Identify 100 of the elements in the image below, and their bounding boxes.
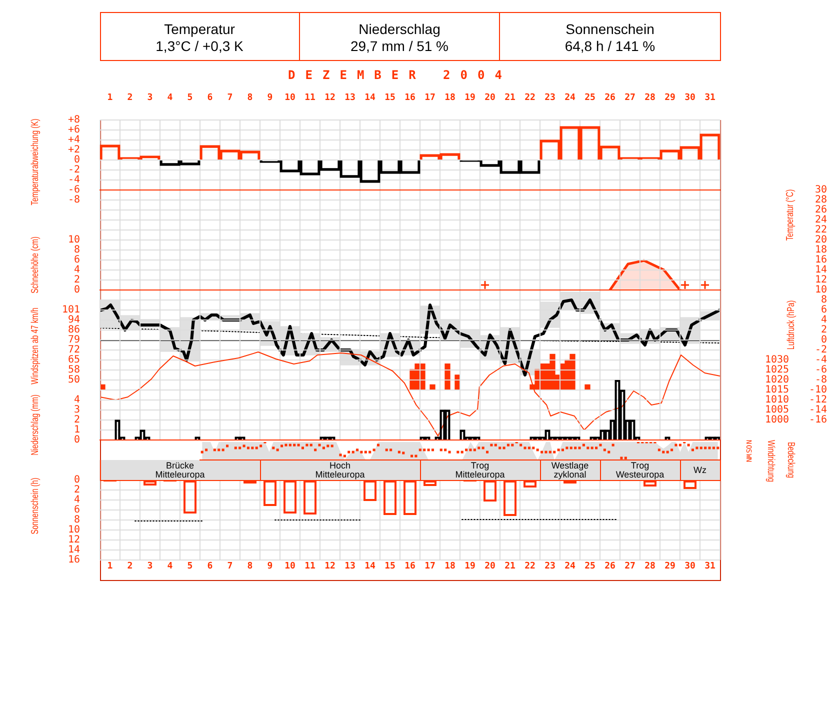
x-tick-label: 7 [227, 92, 233, 103]
band-label: Trog Mitteleuropa [455, 460, 505, 479]
x-tick-label: 31 [704, 562, 716, 572]
y-tick-label: 94 [68, 314, 80, 326]
y-tick-label: 14 [68, 544, 80, 556]
x-tick-label: 6 [207, 92, 213, 103]
y-tick-label: -8 [68, 194, 80, 206]
x-tick-label: 15 [384, 92, 396, 103]
y-tick-label: 28 [814, 194, 827, 206]
y-tick-label: 0 [74, 434, 80, 446]
y-tick-label: -4 [68, 174, 80, 186]
x-tick-label: 18 [444, 562, 456, 572]
y-tick-label: 24 [814, 214, 827, 226]
text: Niederschlag [358, 21, 440, 38]
x-tick-label: 29 [664, 562, 676, 572]
y-tick-label: +2 [68, 144, 80, 156]
x-tick-label: 1 [107, 92, 113, 103]
y-tick-label: 6 [74, 504, 80, 516]
x-tick-label: 28 [644, 562, 656, 572]
y-tick-label: 72 [68, 344, 80, 356]
y-tick-label: +8 [68, 114, 80, 126]
x-tick-label: 7 [227, 562, 233, 572]
y-tick-label: 6 [74, 254, 80, 266]
x-tick-label: 31 [704, 92, 716, 103]
x-tick-label: 23 [544, 92, 556, 103]
text: Temperatur [164, 21, 235, 38]
y-axis-title: Niederschlag (mm) [30, 394, 42, 456]
x-tick-label: 17 [424, 562, 436, 572]
y-axis-title: Bedeckung [784, 442, 796, 478]
y-tick-label: 1 [74, 424, 80, 436]
x-tick-label: 21 [504, 92, 516, 103]
y-tick-label: 10 [814, 284, 827, 296]
band-label: Trog Westeuropa [616, 460, 664, 479]
x-tick-label: 14 [364, 562, 376, 572]
x-tick-label: 28 [644, 92, 656, 103]
y-tick-label: 10 [68, 524, 80, 536]
x-tick-label: 21 [504, 562, 516, 572]
text: 1,3°C / +0,3 K [156, 38, 244, 55]
x-tick-label: 8 [247, 562, 253, 572]
text: 64,8 h / 141 % [564, 38, 656, 55]
band-label: Westlage zyklonal [551, 460, 589, 479]
y-tick-label: -6 [814, 364, 827, 376]
x-tick-label: 3 [147, 92, 153, 103]
y-tick-label: -16 [808, 414, 827, 426]
x-tick-label: 30 [684, 562, 696, 572]
y-tick-label: 0 [820, 334, 827, 346]
x-tick-label: 17 [424, 92, 436, 103]
x-tick-label: 24 [564, 562, 576, 572]
y-tick-label: 86 [68, 324, 80, 336]
y-tick-label: 4 [74, 494, 80, 506]
x-tick-label: 8 [247, 92, 253, 103]
y-tick-label: 1030 [765, 354, 790, 366]
y-tick-label: 22 [814, 224, 827, 236]
y-tick-label: 26 [814, 204, 827, 216]
y-tick-label: 79 [68, 334, 80, 346]
x-tick-label: 5 [187, 562, 193, 572]
x-tick-label: 30 [684, 92, 696, 103]
y-tick-label: 8 [74, 244, 80, 256]
y-tick-label: 65 [68, 354, 80, 366]
y-tick-label: 1020 [765, 374, 790, 386]
x-tick-label: 4 [167, 562, 174, 572]
x-tick-label: 9 [267, 562, 273, 572]
text: 29,7 mm / 51 % [350, 38, 449, 55]
y-tick-label: 1005 [765, 404, 790, 416]
y-axis-title: Sonnenschein (h) [30, 478, 42, 534]
x-tick-label: 13 [344, 562, 356, 572]
y-tick-label: 1015 [765, 384, 790, 396]
y-tick-label: 8 [820, 294, 827, 306]
y-tick-label: -2 [814, 344, 827, 356]
x-tick-label: 18 [444, 92, 456, 103]
band-label: Hoch Mitteleuropa [315, 460, 365, 479]
y-tick-label: 0 [74, 284, 80, 296]
y-tick-label: 2 [820, 324, 827, 336]
x-tick-label: 19 [464, 562, 476, 572]
band-label: Brücke Mitteleuropa [155, 460, 205, 479]
x-tick-label: 11 [304, 92, 316, 103]
y-tick-label: 18 [814, 244, 827, 256]
x-tick-label: 26 [604, 562, 616, 572]
x-tick-label: 22 [524, 92, 536, 103]
x-tick-label: 23 [544, 562, 556, 572]
x-tick-label: 16 [404, 92, 416, 103]
x-tick-label: 11 [304, 562, 316, 572]
y-tick-label: +6 [68, 124, 80, 136]
x-tick-label: 29 [664, 92, 676, 103]
y-tick-label: 12 [68, 534, 80, 546]
y-tick-label: 2 [74, 484, 80, 496]
y-tick-label: +4 [68, 134, 80, 146]
y-tick-label: 4 [820, 314, 827, 326]
y-tick-label: 1025 [765, 364, 790, 376]
y-tick-label: 2 [74, 274, 80, 286]
x-tick-label: 4 [167, 92, 174, 103]
x-tick-label: 27 [624, 562, 636, 572]
chart-title: DEZEMBER 2004 [288, 68, 512, 82]
y-tick-label: 0 [74, 474, 80, 486]
x-tick-label: 13 [344, 92, 356, 103]
text: Sonnenschein [566, 21, 654, 38]
x-tick-label: 16 [404, 562, 416, 572]
x-tick-label: 3 [147, 562, 153, 572]
y-tick-label: -6 [68, 184, 80, 196]
x-tick-label: 27 [624, 92, 636, 103]
